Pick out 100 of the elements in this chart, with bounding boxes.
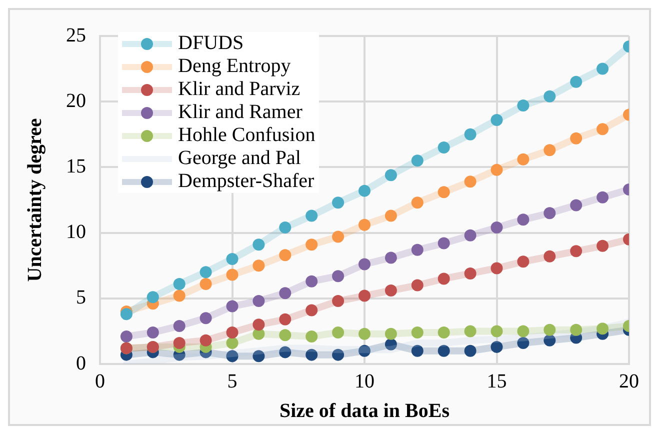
point — [438, 272, 450, 285]
point — [490, 164, 503, 176]
x-tick-label: 20 — [619, 370, 639, 392]
legend-label: Dempster-Shafer — [178, 170, 314, 193]
point — [464, 344, 476, 357]
point — [411, 326, 424, 339]
point — [173, 320, 186, 332]
point — [120, 308, 132, 320]
point — [490, 262, 503, 274]
point — [570, 76, 582, 88]
point — [438, 237, 450, 250]
point — [332, 196, 344, 209]
point — [596, 322, 609, 335]
point — [173, 278, 186, 290]
y-tick-label: 25 — [66, 24, 86, 46]
point — [306, 330, 318, 342]
point — [279, 329, 292, 342]
point — [544, 144, 556, 156]
point — [306, 348, 318, 361]
point — [358, 184, 370, 197]
legend-label: Hohle Confusion — [178, 124, 316, 147]
point — [570, 324, 582, 336]
point — [332, 326, 344, 339]
point — [226, 253, 238, 266]
point — [384, 169, 397, 182]
point — [544, 250, 556, 262]
point — [252, 260, 265, 272]
point — [226, 350, 238, 362]
point — [358, 258, 370, 270]
point — [596, 62, 609, 75]
point — [464, 267, 476, 280]
point — [252, 318, 265, 331]
point — [438, 326, 450, 339]
point — [596, 191, 609, 204]
y-tick-label: 15 — [66, 155, 86, 178]
point — [570, 245, 582, 258]
point — [490, 340, 503, 353]
legend-label: George and Pal — [178, 147, 301, 170]
point — [332, 270, 344, 282]
point — [517, 325, 530, 338]
point — [200, 334, 212, 346]
x-axis-title: Size of data in BoEs — [279, 400, 450, 422]
point — [173, 290, 186, 302]
point — [411, 154, 424, 167]
y-tick-label: 5 — [76, 286, 86, 309]
point — [411, 196, 424, 209]
point — [200, 278, 212, 290]
point — [358, 218, 370, 231]
point — [411, 279, 424, 292]
x-tick-label: 15 — [486, 370, 507, 392]
point — [464, 128, 476, 140]
point — [226, 300, 238, 312]
point — [544, 207, 556, 220]
point — [464, 176, 476, 188]
legend-label: Klir and Ramer — [178, 101, 302, 124]
point — [332, 295, 344, 308]
point — [332, 348, 344, 361]
point — [544, 90, 556, 102]
point — [279, 313, 292, 326]
point — [544, 324, 556, 336]
point — [252, 295, 265, 308]
point — [120, 330, 132, 342]
point — [544, 334, 556, 346]
point — [438, 186, 450, 198]
point — [306, 210, 318, 222]
point — [200, 312, 212, 324]
legend-label: DFUDS — [178, 32, 244, 55]
point — [358, 328, 370, 340]
point — [384, 328, 397, 340]
point — [200, 266, 212, 278]
point — [596, 123, 609, 136]
point — [596, 240, 609, 252]
point — [358, 344, 370, 357]
point — [517, 100, 530, 112]
x-tick-label: 5 — [227, 370, 238, 392]
point — [279, 222, 292, 234]
point — [490, 114, 503, 126]
point — [226, 326, 238, 339]
point — [570, 132, 582, 144]
point — [279, 346, 292, 358]
point — [438, 344, 450, 357]
point — [384, 338, 397, 350]
x-tick-label: 0 — [95, 370, 105, 392]
point — [517, 337, 530, 350]
point — [252, 350, 265, 362]
point — [490, 222, 503, 234]
point — [384, 210, 397, 222]
point — [146, 326, 159, 339]
point — [490, 325, 503, 338]
point — [306, 238, 318, 251]
point — [517, 214, 530, 226]
point — [411, 244, 424, 256]
y-tick-label: 0 — [76, 352, 86, 374]
point — [279, 287, 292, 300]
point — [464, 229, 476, 242]
point — [517, 153, 530, 166]
point — [384, 284, 397, 297]
legend-label: Klir and Parviz — [178, 78, 300, 101]
point — [358, 290, 370, 302]
point — [517, 256, 530, 268]
